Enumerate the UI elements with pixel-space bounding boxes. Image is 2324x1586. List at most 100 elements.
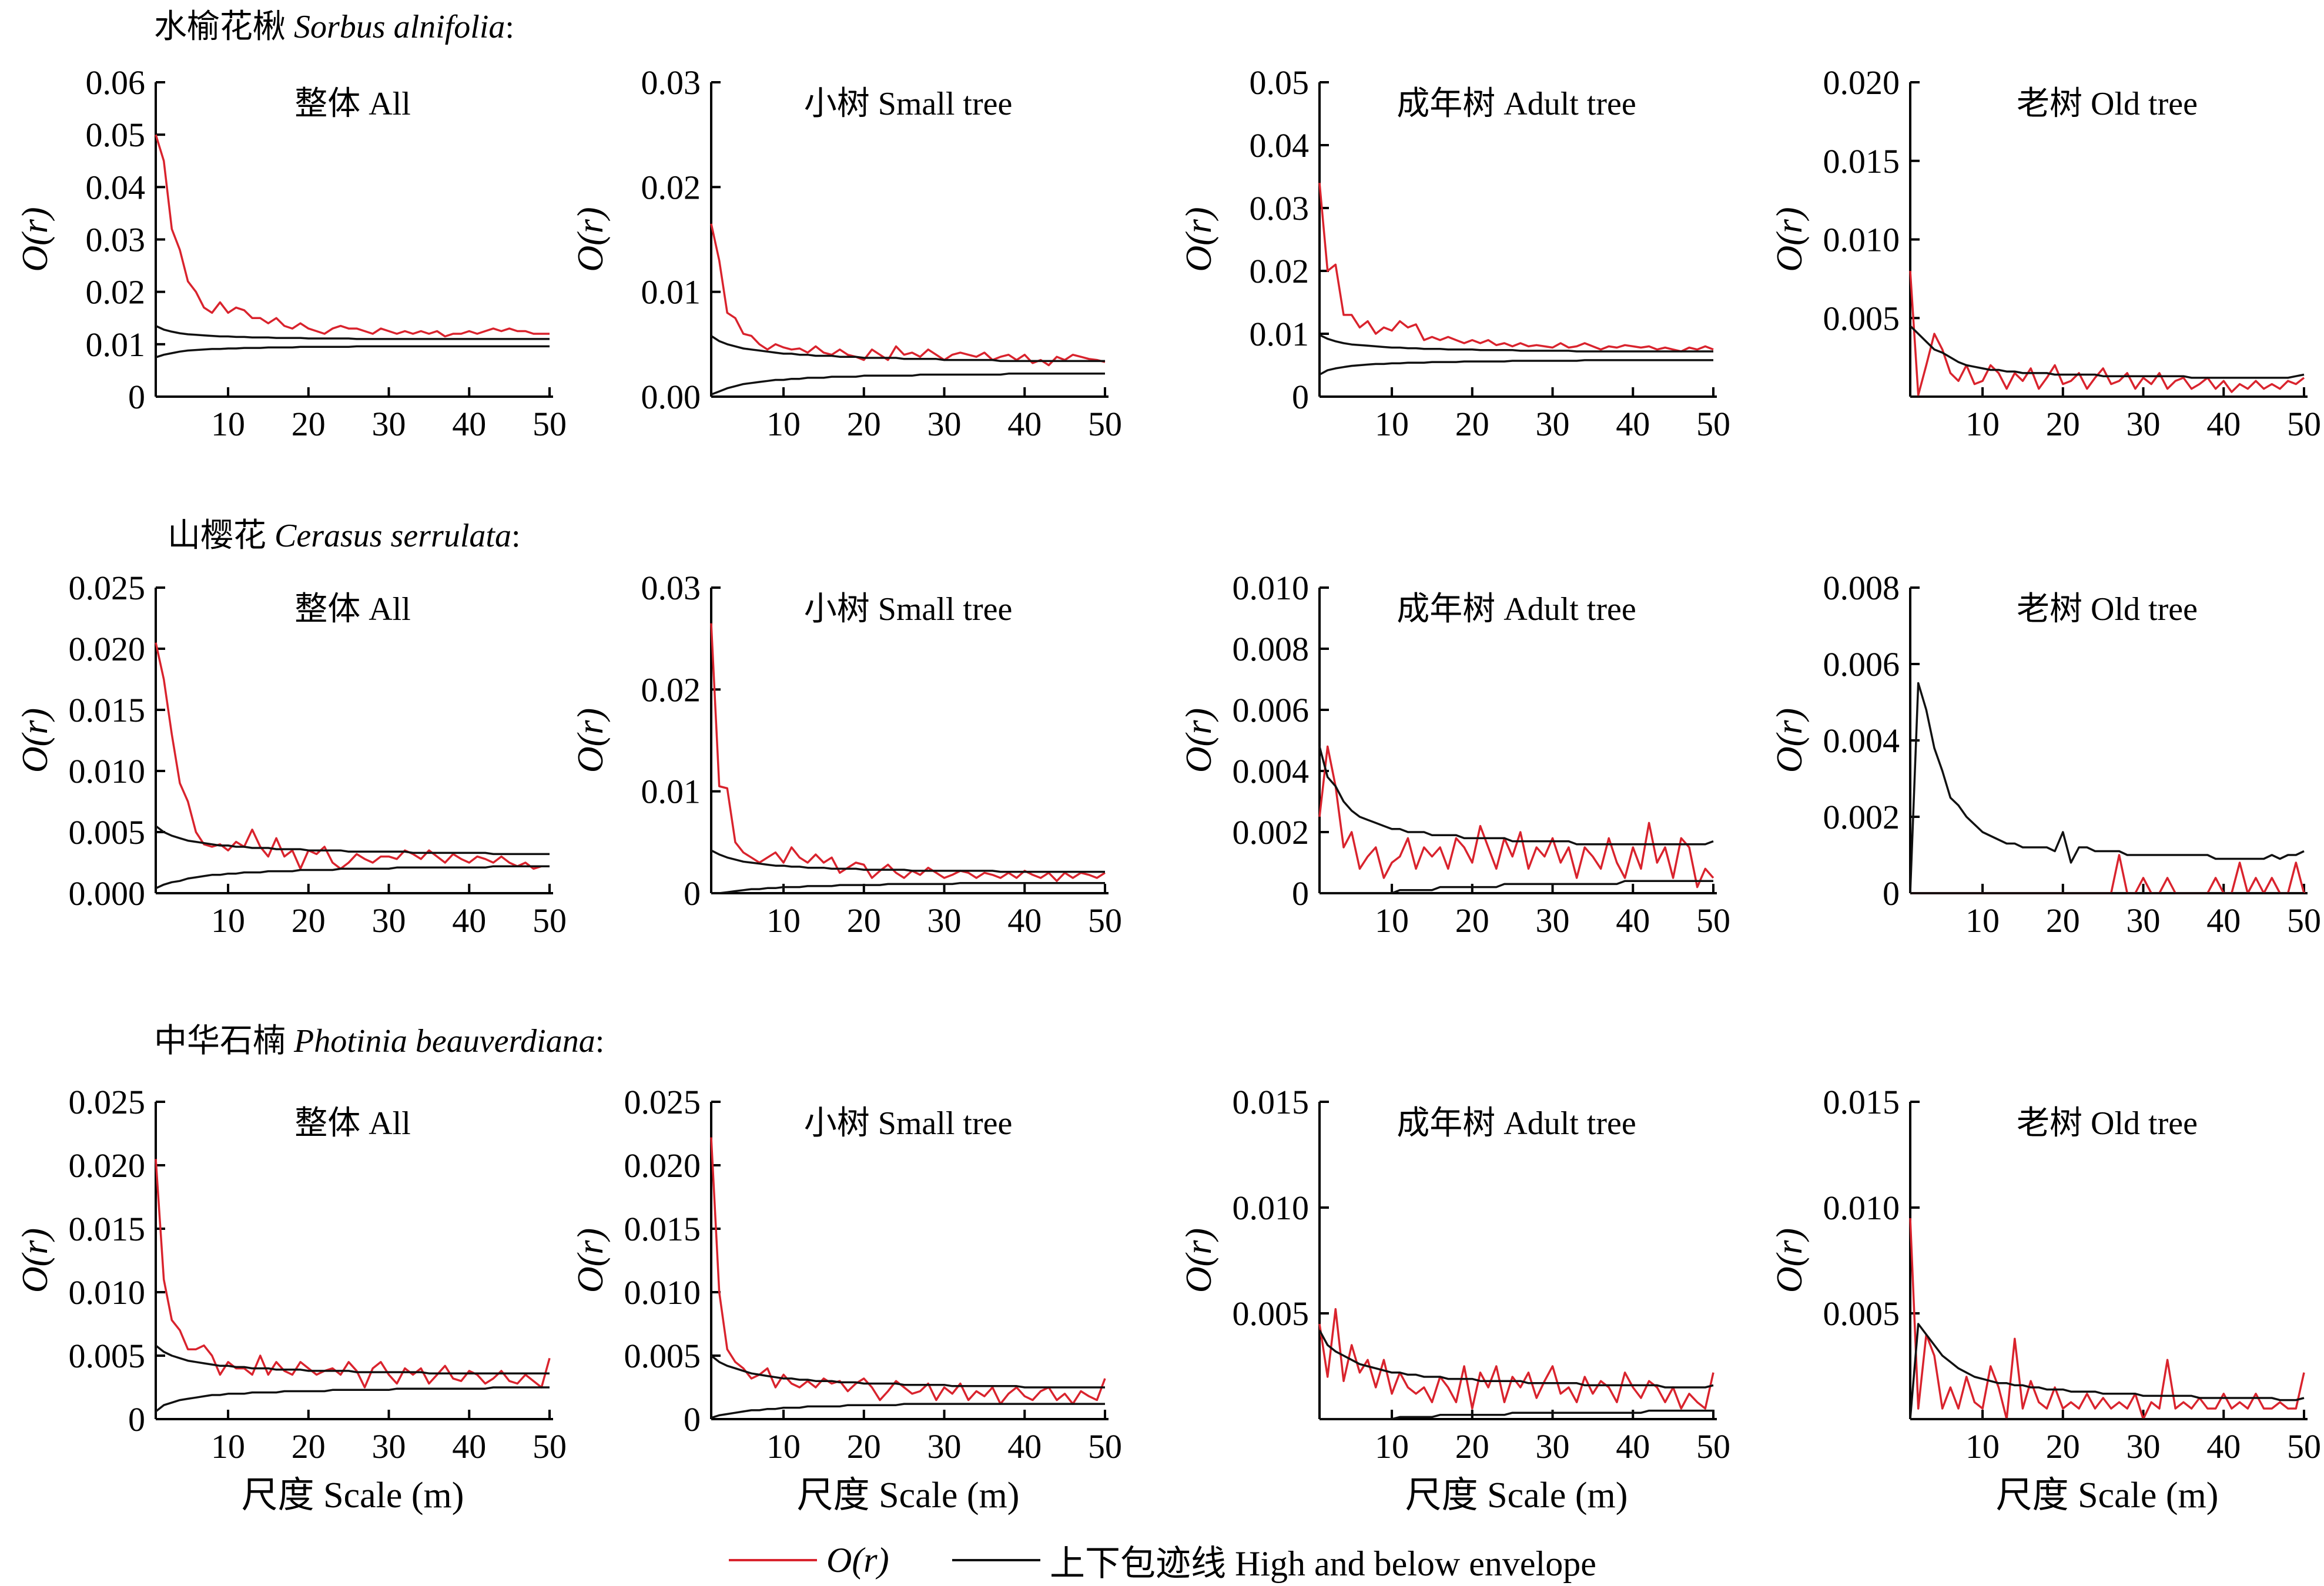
y-tick-label: 0 bbox=[1292, 874, 1309, 913]
x-tick-label: 10 bbox=[211, 1427, 245, 1466]
x-tick-label: 40 bbox=[2206, 405, 2241, 443]
row-title-cn: 水榆花楸 bbox=[154, 9, 286, 45]
y-tick-label: 0.004 bbox=[1823, 722, 1900, 760]
series-envelope-line-2 bbox=[155, 1386, 550, 1413]
row-title-latin: Cerasus serrulata bbox=[274, 518, 511, 554]
y-tick-label: 0.010 bbox=[1823, 1189, 1900, 1227]
series-envelope-line-1 bbox=[155, 325, 550, 340]
x-tick-label: 20 bbox=[847, 405, 881, 443]
y-tick-label: 0 bbox=[684, 1400, 701, 1439]
x-tick-label: 40 bbox=[2206, 1427, 2241, 1466]
x-tick-label: 10 bbox=[211, 405, 245, 443]
panel-title: 小树 Small tree bbox=[804, 86, 1013, 122]
y-tick-label: 0.05 bbox=[86, 116, 146, 154]
x-tick-label: 30 bbox=[2127, 1427, 2161, 1466]
row-title-suffix: : bbox=[511, 518, 521, 554]
y-tick-label: 0.010 bbox=[69, 752, 146, 790]
x-tick-label: 30 bbox=[927, 405, 962, 443]
y-axis-label: O(r) bbox=[15, 207, 55, 271]
row-title-latin: Photinia beauverdiana bbox=[294, 1023, 595, 1059]
y-axis-label: O(r) bbox=[1179, 207, 1219, 271]
y-tick-label: 0.005 bbox=[624, 1337, 701, 1375]
x-tick-label: 40 bbox=[1007, 901, 1042, 940]
series-envelope-line-2 bbox=[711, 373, 1105, 396]
panel-title: 小树 Small tree bbox=[804, 591, 1013, 628]
series-envelope-line-2 bbox=[1320, 1409, 1713, 1420]
series-envelope-line-1 bbox=[1319, 334, 1713, 353]
y-tick-label: 0.000 bbox=[69, 874, 146, 913]
x-tick-label: 30 bbox=[927, 1427, 962, 1466]
row-title-cerasus: 山樱花 Cerasus serrulata: bbox=[168, 509, 521, 556]
x-tick-label: 20 bbox=[2046, 901, 2080, 940]
y-tick-label: 0.005 bbox=[1823, 299, 1900, 337]
series-envelope-line-1 bbox=[1909, 1323, 2305, 1420]
y-tick-label: 0.020 bbox=[69, 1146, 146, 1185]
y-axis-label: O(r) bbox=[1770, 207, 1810, 271]
x-tick-label: 10 bbox=[1965, 901, 2000, 940]
x-tick-label: 50 bbox=[533, 1427, 567, 1466]
x-tick-label: 50 bbox=[2287, 405, 2321, 443]
x-tick-label: 50 bbox=[2287, 1427, 2321, 1466]
panel-title: 老树 Old tree bbox=[2017, 1105, 2198, 1142]
y-tick-label: 0 bbox=[1883, 874, 1900, 913]
x-tick-label: 10 bbox=[1375, 405, 1409, 443]
row-title-photinia: 中华石楠 Photinia beauverdiana: bbox=[154, 1014, 604, 1062]
x-tick-label: 30 bbox=[1536, 901, 1570, 940]
y-tick-label: 0.015 bbox=[1823, 1083, 1900, 1121]
x-tick-label: 30 bbox=[1536, 405, 1570, 443]
x-tick-label: 10 bbox=[1375, 901, 1409, 940]
series-envelope-line-2 bbox=[155, 865, 550, 890]
row-title-cn: 山樱花 bbox=[168, 518, 266, 554]
y-tick-label: 0.002 bbox=[1233, 813, 1310, 851]
y-tick-label: 0.005 bbox=[1233, 1295, 1310, 1333]
y-tick-label: 0.015 bbox=[1233, 1083, 1310, 1121]
y-tick-label: 0.02 bbox=[86, 273, 146, 311]
y-tick-label: 0.03 bbox=[641, 63, 701, 102]
y-tick-label: 0.015 bbox=[69, 1210, 146, 1248]
x-tick-label: 20 bbox=[847, 901, 881, 940]
y-tick-label: 0.02 bbox=[641, 168, 701, 206]
y-axis-label: O(r) bbox=[571, 1228, 611, 1293]
x-tick-label: 40 bbox=[452, 1427, 486, 1466]
x-tick-label: 50 bbox=[1696, 405, 1730, 443]
y-tick-label: 0.010 bbox=[624, 1273, 701, 1312]
chart-panel-0-3: 0.005 0.010 0.015 0.020 10 20 30 40 50 老树 Old tre… bbox=[1770, 63, 2321, 443]
panel-title: 老树 Old tree bbox=[2017, 591, 2198, 628]
y-tick-label: 0 bbox=[128, 378, 145, 416]
series-observed-line bbox=[155, 642, 550, 870]
y-tick-label: 0.005 bbox=[1823, 1295, 1900, 1333]
y-tick-label: 0.06 bbox=[86, 63, 146, 102]
x-tick-label: 20 bbox=[847, 1427, 881, 1466]
x-tick-label: 50 bbox=[1088, 901, 1122, 940]
x-tick-label: 20 bbox=[1455, 901, 1489, 940]
y-tick-label: 0.010 bbox=[1823, 221, 1900, 259]
y-tick-label: 0.010 bbox=[69, 1273, 146, 1312]
x-tick-label: 10 bbox=[1965, 1427, 2000, 1466]
y-axis-label: O(r) bbox=[571, 708, 611, 773]
y-tick-label: 0.010 bbox=[1233, 1189, 1310, 1227]
x-tick-label: 30 bbox=[372, 405, 406, 443]
series-envelope-line-1 bbox=[1318, 1329, 1714, 1389]
y-axis-label: O(r) bbox=[15, 708, 55, 773]
y-tick-label: 0.01 bbox=[1250, 315, 1310, 353]
x-tick-label: 40 bbox=[1616, 405, 1650, 443]
y-axis-label: O(r) bbox=[571, 207, 611, 271]
x-tick-label: 50 bbox=[533, 901, 567, 940]
x-tick-label: 30 bbox=[2127, 405, 2161, 443]
x-tick-label: 10 bbox=[766, 405, 801, 443]
panel-title: 老树 Old tree bbox=[2017, 86, 2198, 122]
legend-label-envelope: 上下包迹线 High and below envelope bbox=[1050, 1544, 1596, 1583]
series-envelope-line-2 bbox=[155, 345, 550, 358]
y-tick-label: 0.02 bbox=[1250, 252, 1310, 290]
x-tick-label: 40 bbox=[1616, 901, 1650, 940]
y-tick-label: 0.04 bbox=[1250, 126, 1310, 165]
y-tick-label: 0.004 bbox=[1233, 752, 1310, 790]
x-tick-label: 50 bbox=[1088, 1427, 1122, 1466]
series-envelope-line-2 bbox=[1320, 880, 1713, 894]
chart-panel-2-1: 0 0.005 0.010 0.015 0.020 0.025 10 20 30 40 50 小树 S… bbox=[571, 1083, 1122, 1515]
y-tick-label: 0.005 bbox=[69, 813, 146, 851]
chart-panel-0-1: 0.00 0.01 0.02 0.03 10 20 30 40 50 小树 Small tree O… bbox=[571, 63, 1122, 443]
series-observed-line bbox=[1318, 183, 1714, 353]
x-tick-label: 40 bbox=[1616, 1427, 1650, 1466]
row-title-suffix: : bbox=[595, 1023, 605, 1059]
